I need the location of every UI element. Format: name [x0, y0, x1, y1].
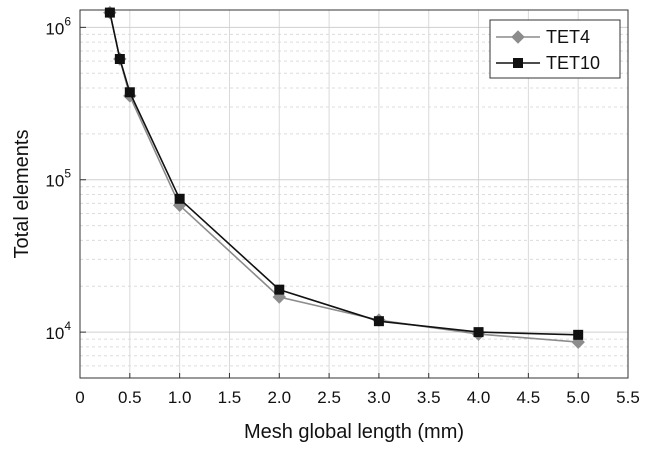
legend-label-tet4: TET4 [546, 27, 590, 47]
data-point-tet10 [473, 327, 484, 338]
x-tick-label: 5.5 [616, 388, 640, 407]
data-point-tet10 [114, 53, 125, 64]
data-point-tet10 [104, 7, 115, 18]
y-axis-title: Total elements [11, 130, 33, 259]
data-point-tet10 [174, 193, 185, 204]
y-tick-label: 106 [45, 14, 71, 38]
legend: TET4 TET10 [489, 19, 621, 79]
x-tick-label: 0 [75, 388, 84, 407]
legend-label-tet10: TET10 [546, 53, 600, 73]
series-line-tet10 [109, 12, 579, 336]
x-tick-label: 2.0 [267, 388, 291, 407]
y-tick-label: 105 [45, 167, 71, 191]
plot-frame [79, 9, 629, 379]
data-point-tet10 [274, 284, 285, 295]
x-axis-title: Mesh global length (mm) [244, 421, 464, 443]
series-layer [103, 5, 585, 349]
data-point-tet10 [573, 329, 584, 340]
x-tick-label: 1.5 [218, 388, 242, 407]
x-tick-label: 1.0 [168, 388, 192, 407]
x-tick-label: 4.5 [517, 388, 541, 407]
data-point-tet10 [373, 316, 384, 327]
axis-ticks: 0 0.5 1.0 1.5 2.0 2.5 3.0 3.5 4.0 4.5 5.0 5.5 104 105… [45, 14, 639, 407]
x-tick-label: 5.0 [566, 388, 590, 407]
legend-marker-tet10 [513, 58, 523, 68]
legend-marker-tet4 [511, 30, 525, 44]
legend-box [489, 19, 621, 79]
x-tick-label: 2.5 [317, 388, 341, 407]
x-tick-label: 0.5 [118, 388, 142, 407]
x-tick-label: 3.0 [367, 388, 391, 407]
x-tick-label: 4.0 [467, 388, 491, 407]
y-tick-label: 104 [45, 319, 71, 343]
data-point-tet10 [124, 87, 135, 98]
x-tick-label: 3.5 [417, 388, 441, 407]
